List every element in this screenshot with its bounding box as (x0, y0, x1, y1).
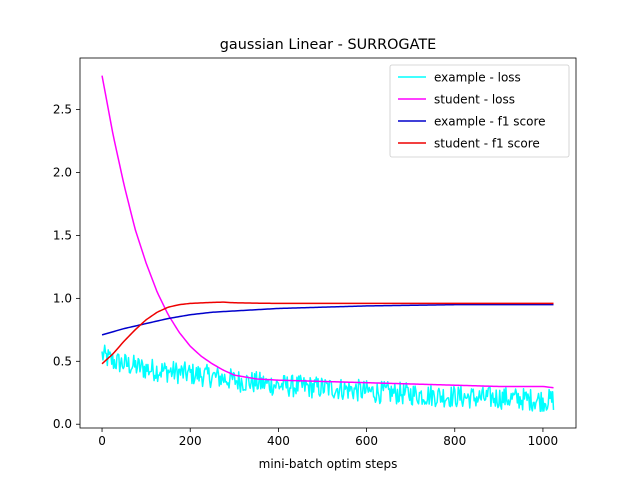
x-tick-label: 400 (267, 434, 290, 448)
x-axis-label: mini-batch optim steps (259, 457, 398, 471)
legend: example - loss student - loss example - f1… (389, 64, 570, 158)
legend-label: example - loss (434, 71, 521, 85)
series-line-2 (101, 303, 554, 336)
y-tick-label: 1.5 (53, 228, 72, 242)
legend-label: student - loss (434, 93, 515, 107)
series-line-3 (101, 301, 554, 365)
plot-frame (79, 57, 577, 429)
y-tick-label: 0.5 (53, 354, 72, 368)
plot-area (101, 75, 555, 413)
x-tick-label: 0 (98, 434, 106, 448)
legend-label: example - f1 score (434, 115, 546, 129)
y-tick-label: 0.0 (53, 417, 72, 431)
legend-label: student - f1 score (434, 137, 540, 151)
x-tick-label: 600 (355, 434, 378, 448)
legend-box (389, 64, 570, 158)
y-tick-label: 1.0 (53, 291, 72, 305)
x-tick-label: 200 (179, 434, 202, 448)
x-axis-ticks: 0 200 400 600 800 1000 (98, 428, 558, 448)
y-tick-label: 2.0 (53, 166, 72, 180)
x-tick-label: 1000 (528, 434, 559, 448)
x-tick-label: 800 (443, 434, 466, 448)
chart-title: gaussian Linear - SURROGATE (220, 37, 436, 53)
y-axis-ticks: 0.0 0.5 1.0 1.5 2.0 2.5 (53, 103, 80, 431)
series-line-0 (101, 344, 555, 413)
y-tick-label: 2.5 (53, 103, 72, 117)
series-line-1 (101, 75, 554, 389)
